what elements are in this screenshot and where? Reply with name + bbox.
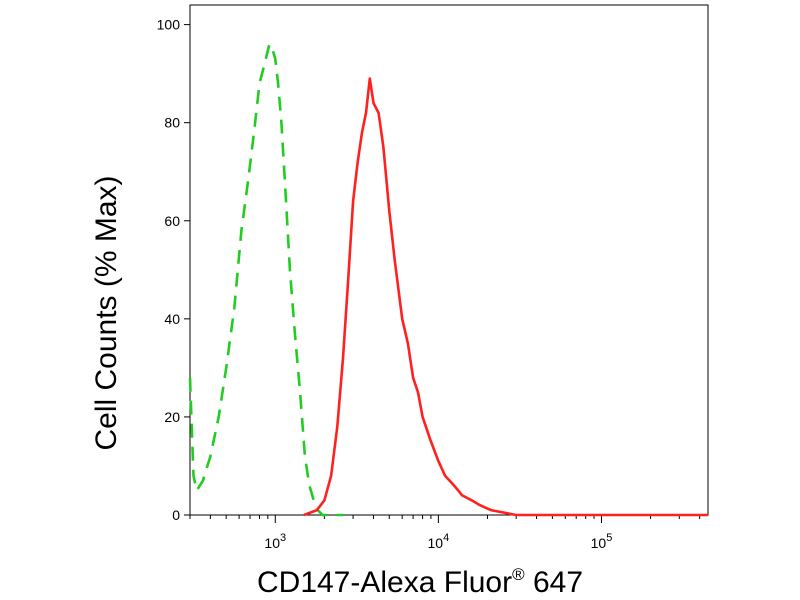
x-axis-title-main: CD147-Alexa Fluor [257,566,512,599]
x-tick-label-exponent: 5 [606,532,612,544]
x-tick-label: 104 [428,532,450,551]
y-axis-title: Cell Counts (% Max) [90,175,123,450]
y-tick-label: 100 [157,17,181,33]
series-line-dashed-green [188,42,343,517]
x-axis-title-registered-mark: ® [512,565,525,584]
y-tick-label: 20 [164,409,180,425]
series-line-solid-red [303,77,708,517]
y-tick-label: 40 [164,311,180,327]
x-axis-ticks: 103 104 105 [189,515,701,551]
y-tick-label: 0 [172,507,180,523]
x-tick-label-base: 10 [591,535,607,551]
x-tick-label-base: 10 [264,535,280,551]
plot-frame [189,4,709,516]
y-tick-label: 60 [164,213,180,229]
x-tick-label-exponent: 3 [280,532,286,544]
y-axis-ticks: 0 20 40 60 80 100 [157,17,190,523]
x-tick-label: 105 [591,532,613,551]
x-tick-label-base: 10 [428,535,444,551]
series-layer [188,42,708,517]
x-tick-label: 103 [264,532,286,551]
x-axis-title: CD147-Alexa Fluor® 647 [257,565,583,599]
x-axis-title-suffix: 647 [525,566,583,599]
x-tick-label-exponent: 4 [443,532,449,544]
y-tick-label: 80 [164,115,180,131]
